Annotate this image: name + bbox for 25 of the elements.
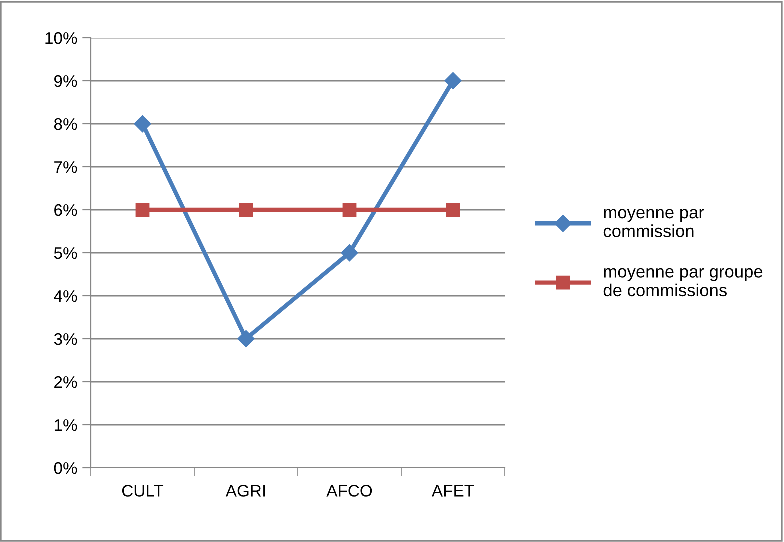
y-tick-label: 8% [54,118,78,130]
y-tick-label: 3% [54,333,78,346]
point [341,244,358,262]
legend-label: moyenne par groupe de commissions [604,268,763,297]
y-tick-label: 5% [54,247,78,260]
point [444,72,462,90]
point [239,203,254,217]
point [134,115,152,133]
point [446,203,460,217]
point [342,203,357,217]
point [136,203,150,217]
y-tick-label: 10% [46,32,78,44]
y-tick-label: 7% [54,161,78,174]
x-tick-label: AFET [432,485,474,497]
legend-label: moyenne par commission [604,209,704,238]
x-tick-label: AFCO [326,485,372,497]
point [238,330,255,348]
y-tick-label: 9% [54,75,78,88]
y-tick-label: 2% [54,376,78,388]
y-tick-label: 1% [54,419,78,432]
y-tick-label: 0% [54,462,78,474]
x-tick-label: AGRI [226,485,266,497]
x-tick-label: CULT [122,485,164,497]
y-tick-label: 6% [54,204,78,216]
y-tick-label: 4% [54,290,78,302]
